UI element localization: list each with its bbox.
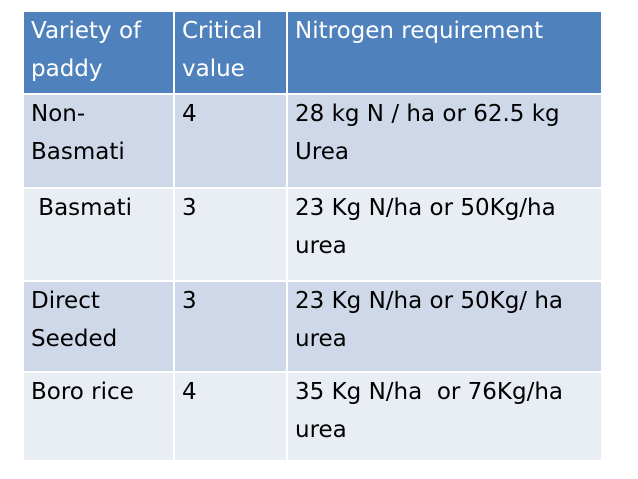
cell-variety: Non-Basmati xyxy=(22,93,175,189)
cell-nitrogen-requirement: 28 kg N / ha or 62.5 kg Urea xyxy=(286,93,603,189)
cell-variety: Boro rice xyxy=(22,371,175,462)
table-row: Boro rice 4 35 Kg N/ha or 76Kg/ha urea xyxy=(22,371,603,462)
header-variety: Variety of paddy xyxy=(22,10,175,95)
cell-nitrogen-requirement: 35 Kg N/ha or 76Kg/ha urea xyxy=(286,371,603,462)
cell-critical-value: 3 xyxy=(173,187,288,282)
cell-variety: Direct Seeded xyxy=(22,280,175,373)
table-row: Basmati 3 23 Kg N/ha or 50Kg/ha urea xyxy=(22,187,603,282)
table-row: Direct Seeded 3 23 Kg N/ha or 50Kg/ ha u… xyxy=(22,280,603,373)
header-nitrogen-requirement: Nitrogen requirement xyxy=(286,10,603,95)
header-row: Variety of paddy Critical value Nitrogen… xyxy=(22,10,603,95)
cell-variety: Basmati xyxy=(22,187,175,282)
cell-critical-value: 4 xyxy=(173,371,288,462)
table-row: Non-Basmati 4 28 kg N / ha or 62.5 kg Ur… xyxy=(22,93,603,189)
cell-critical-value: 4 xyxy=(173,93,288,189)
header-critical-value: Critical value xyxy=(173,10,288,95)
cell-critical-value: 3 xyxy=(173,280,288,373)
nitrogen-table: Variety of paddy Critical value Nitrogen… xyxy=(22,10,603,462)
cell-nitrogen-requirement: 23 Kg N/ha or 50Kg/ ha urea xyxy=(286,280,603,373)
cell-nitrogen-requirement: 23 Kg N/ha or 50Kg/ha urea xyxy=(286,187,603,282)
